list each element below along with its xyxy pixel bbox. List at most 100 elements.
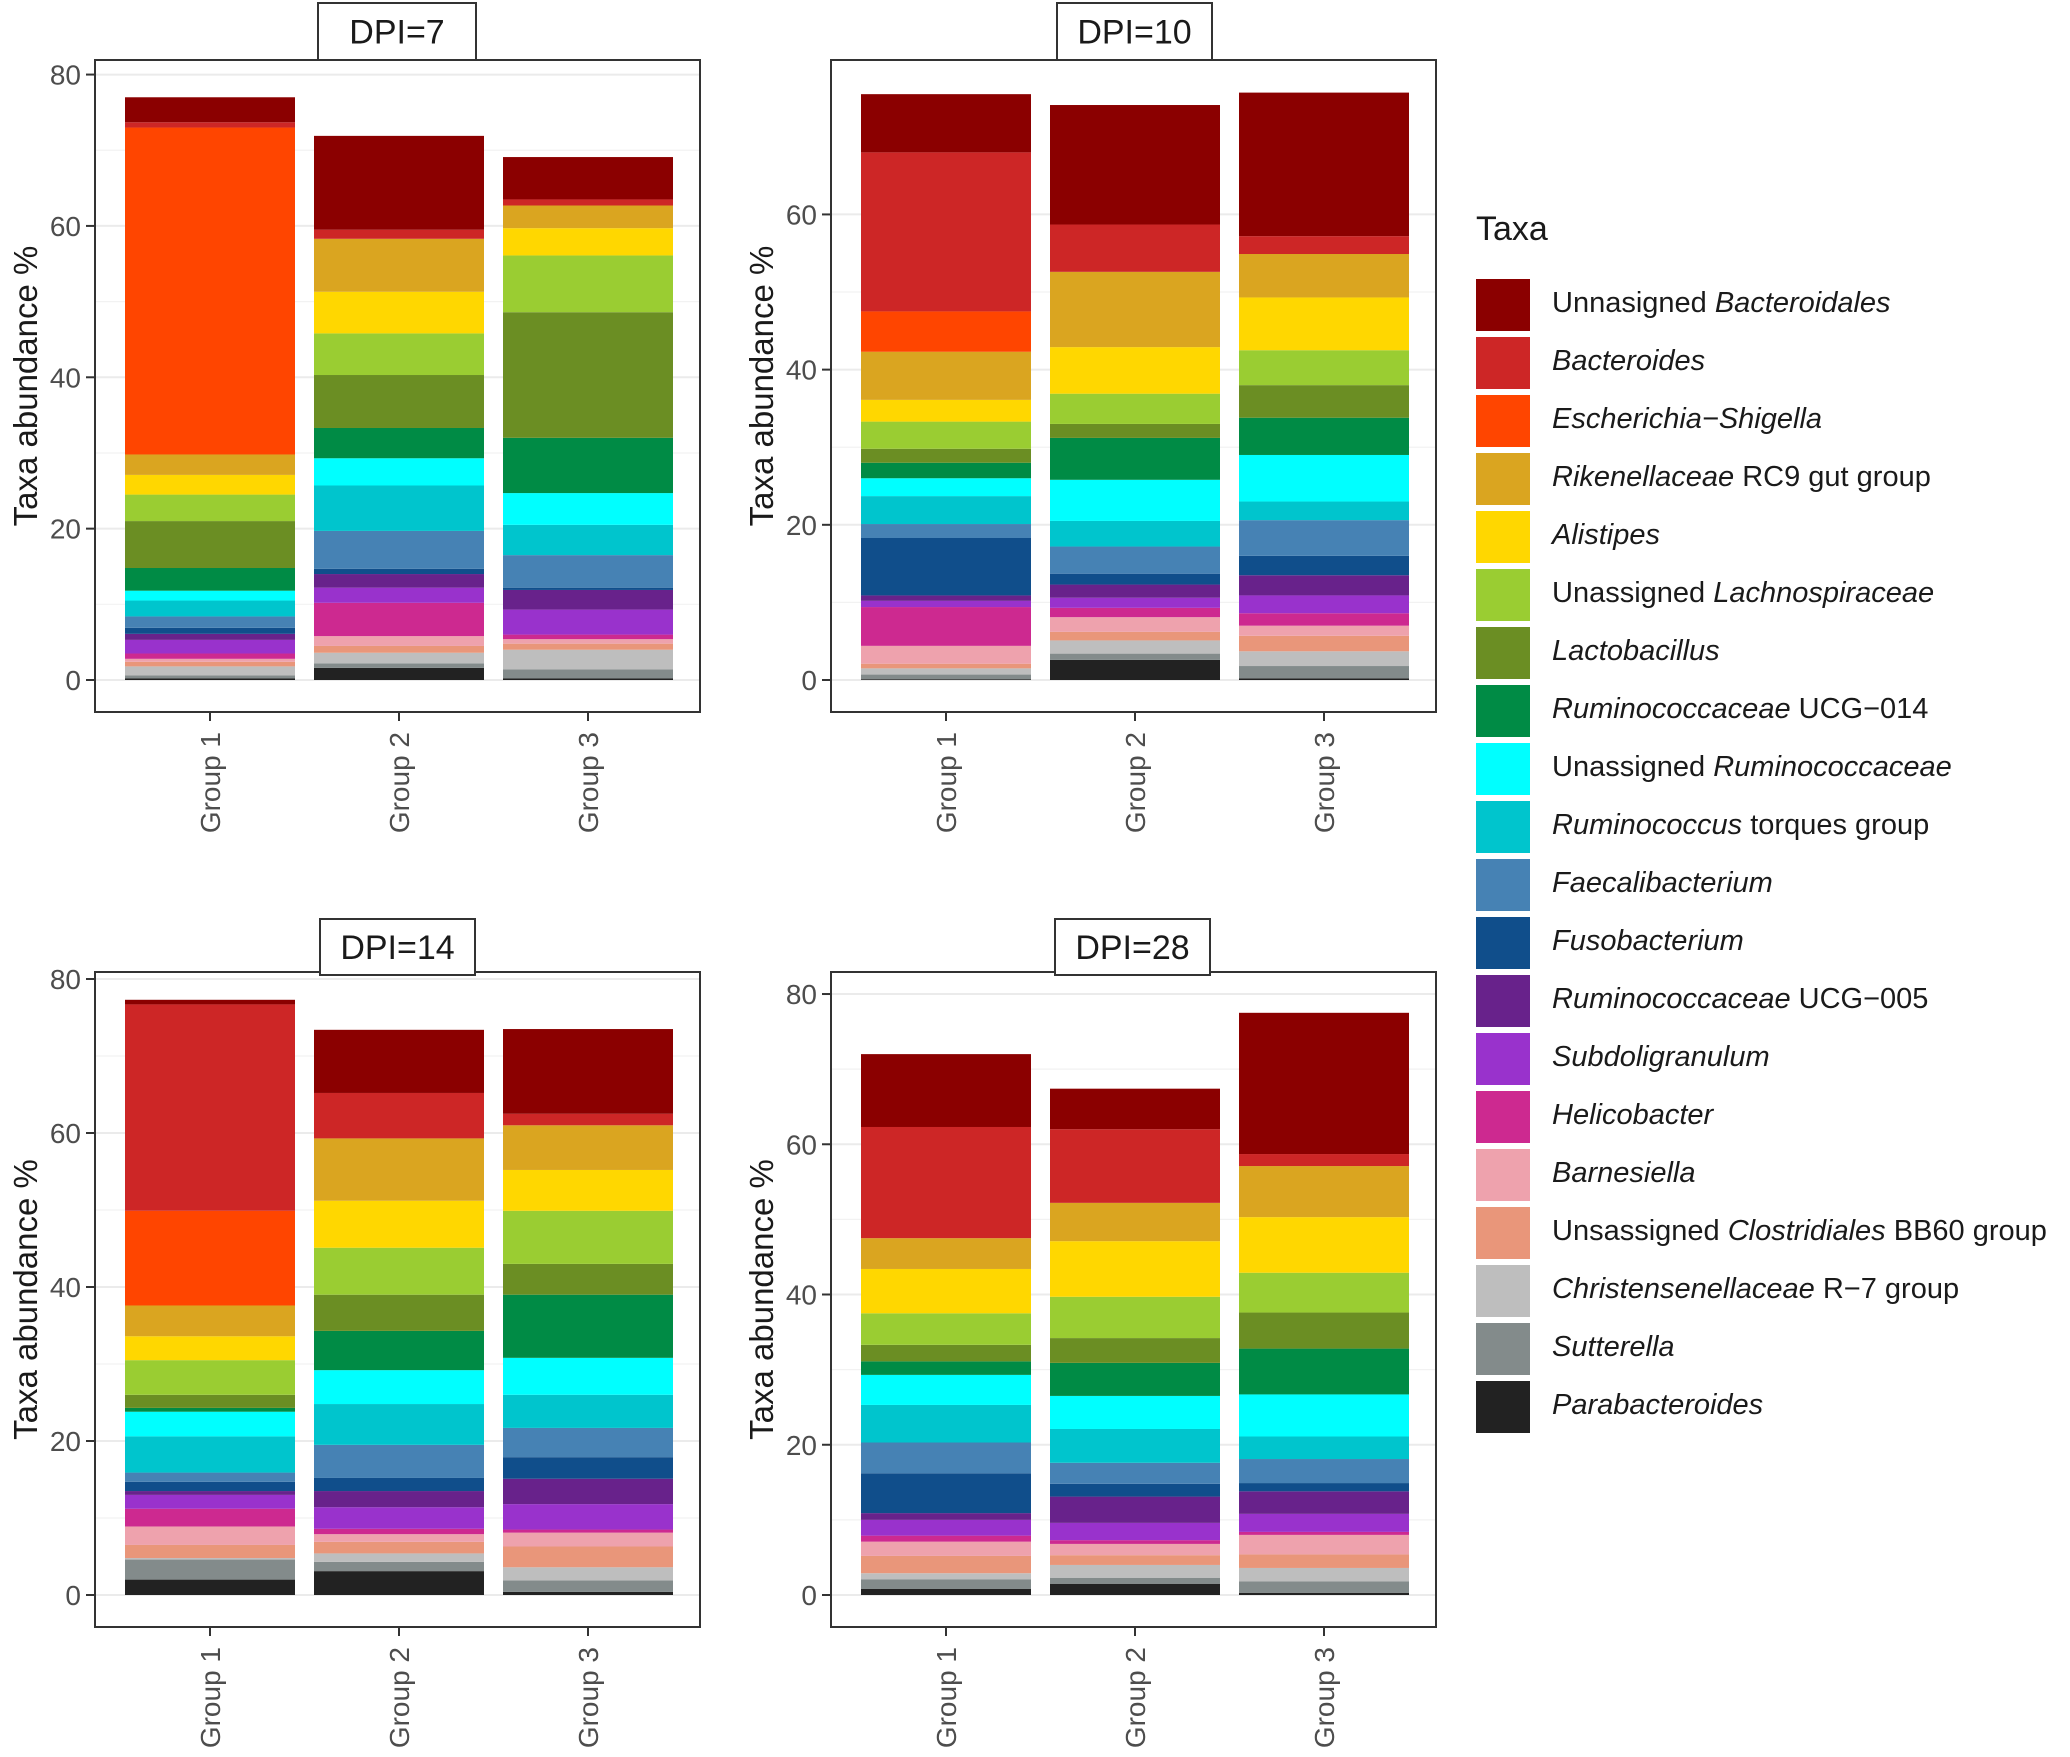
bar-segment	[1050, 1543, 1220, 1556]
bar-segment	[1050, 1564, 1220, 1578]
legend-item: Fusobacterium	[1476, 914, 2070, 972]
legend-label: Ruminococcus torques group	[1552, 809, 1930, 841]
bar-segment	[861, 448, 1031, 463]
bar-segment	[1239, 520, 1409, 556]
x-tick-label: Group 1	[195, 732, 226, 833]
bar-segment	[314, 568, 484, 575]
bar-segment	[125, 1436, 295, 1473]
y-tick-label: 80	[50, 964, 81, 995]
bar-segment	[314, 636, 484, 646]
bar-segment	[861, 668, 1031, 675]
bar-segment	[1050, 607, 1220, 618]
legend-label: Subdoligranulum	[1552, 1041, 1770, 1073]
bar-segment	[1239, 625, 1409, 636]
bar-segment	[1050, 546, 1220, 574]
bar-segment	[503, 437, 673, 494]
bar-segment	[125, 454, 295, 475]
bar-segment	[503, 555, 673, 588]
bar-segment	[1239, 1166, 1409, 1218]
bar-segment	[125, 127, 295, 455]
facet-strip	[317, 2, 477, 61]
bar-segment	[125, 1579, 295, 1595]
bar-segment	[125, 633, 295, 640]
bar-segment	[314, 1294, 484, 1331]
legend-label: Alistipes	[1552, 519, 1660, 551]
bar-segment	[861, 1313, 1031, 1345]
y-tick-label: 60	[50, 211, 81, 242]
bar-segment	[125, 658, 295, 662]
bar-segment	[314, 427, 484, 459]
bar-segment	[125, 600, 295, 617]
x-tick-label: Group 2	[384, 1647, 415, 1748]
bar-segment	[1239, 613, 1409, 626]
legend-color-key	[1476, 1149, 1530, 1201]
bar-segment	[314, 1404, 484, 1445]
legend-title: Taxa	[1476, 210, 1548, 248]
bar-segment	[1050, 1483, 1220, 1497]
bar-segment	[861, 674, 1031, 680]
bar-segment	[503, 1210, 673, 1264]
x-tick-label: Group 2	[384, 732, 415, 833]
bar-segment	[314, 229, 484, 239]
bar-segment	[1050, 1241, 1220, 1297]
legend-item: Unassigned Lachnospiraceae	[1476, 566, 2070, 624]
bar-segment	[125, 521, 295, 568]
bar-segment	[1050, 271, 1220, 348]
bar-segment	[503, 1504, 673, 1530]
bar-segment	[1050, 224, 1220, 272]
bar-segment	[503, 589, 673, 610]
bar-segment	[1239, 1513, 1409, 1532]
bar-segment	[125, 122, 295, 128]
legend-color-key	[1476, 975, 1530, 1027]
bar-segment	[314, 485, 484, 531]
bar-segment	[125, 1411, 295, 1437]
bar-segment	[861, 1473, 1031, 1514]
bar-segment	[125, 1558, 295, 1560]
bar-segment	[314, 1092, 484, 1139]
legend-item: Escherichia−Shigella	[1476, 392, 2070, 450]
bar-segment	[1239, 1217, 1409, 1273]
bar-segment	[314, 291, 484, 334]
y-axis-label: Taxa abundance %	[743, 246, 780, 527]
y-tick-label: 0	[65, 1580, 81, 1611]
bar-segment	[125, 494, 295, 522]
bar-segment	[503, 1125, 673, 1170]
bar-segment	[125, 661, 295, 667]
legend-color-key	[1476, 859, 1530, 911]
bar-segment	[314, 1507, 484, 1529]
bar-segment	[503, 524, 673, 556]
bar-segment	[314, 1534, 484, 1542]
bar-segment	[1050, 573, 1220, 585]
x-tick-label: Group 2	[1120, 732, 1151, 833]
bar-segment	[503, 1357, 673, 1395]
bar-segment	[503, 228, 673, 256]
bar-segment	[125, 999, 295, 1005]
bar-segment	[314, 663, 484, 668]
bar-segment	[503, 1113, 673, 1126]
legend-item: Faecalibacterium	[1476, 856, 2070, 914]
bar-segment	[1239, 575, 1409, 596]
legend-color-key	[1476, 917, 1530, 969]
bar-segment	[861, 1535, 1031, 1542]
bar-segment	[1050, 479, 1220, 521]
bar-segment	[314, 1330, 484, 1371]
bar-segment	[861, 1404, 1031, 1443]
legend-item: Bacteroides	[1476, 334, 2070, 392]
y-tick-label: 40	[50, 1272, 81, 1303]
bar-segment	[125, 97, 295, 123]
legend-label: Ruminococcaceae UCG−014	[1552, 693, 1929, 725]
y-tick-label: 0	[801, 1580, 817, 1611]
legend-label: Sutterella	[1552, 1331, 1675, 1363]
y-tick-label: 40	[50, 362, 81, 393]
bar-segment	[861, 311, 1031, 352]
chart-panel: 0 20 40 60 80 Group 1 Group 2 Group 3 Taxa abund…	[743, 918, 1437, 1748]
bar-segment	[861, 152, 1031, 312]
legend-color-key	[1476, 1265, 1530, 1317]
bar-segment	[1050, 105, 1220, 225]
bar-segment	[861, 94, 1031, 153]
bar-segment	[125, 627, 295, 634]
bar-segment	[503, 609, 673, 635]
bar-segment	[1239, 385, 1409, 418]
bar-segment	[1050, 1428, 1220, 1463]
